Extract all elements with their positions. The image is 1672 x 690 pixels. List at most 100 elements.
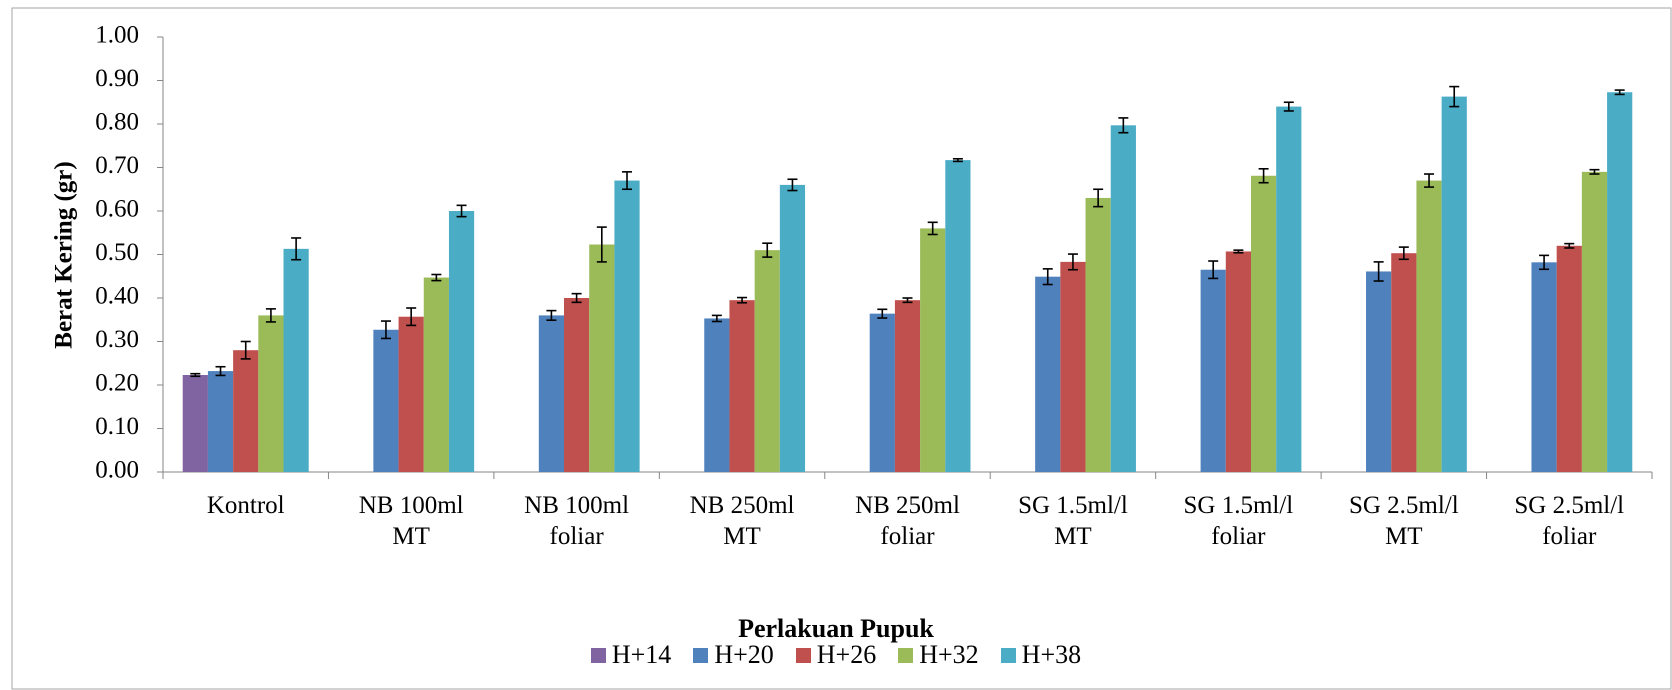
error-bar	[902, 297, 913, 304]
error-bar	[265, 308, 276, 323]
legend-item: H+14	[590, 640, 672, 670]
bar	[182, 374, 208, 472]
error-bar	[952, 158, 963, 163]
y-tick-label: 0.60	[95, 196, 139, 223]
error-bar	[1614, 89, 1625, 96]
legend-swatch	[693, 647, 709, 663]
legend-swatch	[898, 647, 914, 663]
error-bar	[737, 296, 748, 304]
bar	[448, 211, 475, 472]
error-bar	[406, 307, 417, 327]
y-tick-label: 0.80	[95, 109, 139, 136]
error-bar	[1539, 254, 1550, 271]
bar	[1416, 180, 1442, 473]
error-bar	[787, 178, 798, 192]
bar	[1531, 262, 1557, 472]
error-bar	[215, 365, 226, 377]
x-tick-label: SG 2.5ml/l MT	[1348, 492, 1459, 550]
error-bar	[1208, 260, 1219, 280]
error-bar	[877, 308, 888, 319]
error-bar	[1564, 242, 1575, 249]
bar	[398, 316, 424, 472]
y-tick-label: 0.20	[95, 370, 139, 397]
chart-border	[11, 7, 1672, 690]
error-bar	[1424, 173, 1435, 188]
error-bar	[1589, 168, 1600, 175]
bar	[729, 300, 755, 472]
bar	[1441, 96, 1467, 472]
bar	[373, 329, 399, 472]
bar	[1250, 175, 1277, 472]
error-bar	[762, 242, 773, 258]
error-bar	[1398, 246, 1409, 261]
legend-label: H+26	[816, 640, 877, 669]
error-bar	[1042, 268, 1053, 286]
bar	[1366, 271, 1392, 472]
bar	[1085, 197, 1111, 472]
bar	[233, 350, 259, 472]
x-tick-label: Kontrol	[206, 492, 285, 519]
y-tick-label: 1.00	[95, 22, 139, 49]
error-bar	[380, 320, 391, 340]
error-bar	[1283, 101, 1294, 112]
bar	[704, 318, 730, 472]
y-tick-label: 0.40	[95, 283, 139, 310]
legend-swatch	[1000, 647, 1016, 663]
bar	[869, 313, 895, 472]
y-tick-label: 0.10	[95, 413, 139, 440]
error-bar	[571, 292, 582, 304]
bar	[283, 248, 309, 472]
bar	[423, 277, 449, 472]
y-tick-label: 0.90	[95, 65, 139, 92]
x-axis-title: Perlakuan Pupuk	[738, 614, 934, 643]
bar	[1581, 171, 1608, 472]
bar	[1276, 106, 1302, 472]
legend-label: H+14	[611, 640, 672, 669]
error-bar	[622, 171, 633, 191]
bar	[920, 228, 946, 472]
legend-item: H+32	[898, 640, 979, 670]
bar	[1035, 276, 1061, 472]
error-bar	[1449, 85, 1460, 108]
bar	[589, 244, 615, 472]
bar	[1200, 269, 1226, 472]
error-bar	[190, 372, 201, 378]
y-tick-label: 0.50	[95, 239, 139, 266]
legend-label: H+32	[919, 640, 979, 669]
bar	[1391, 253, 1417, 472]
bar	[1110, 125, 1136, 473]
y-tick-label: 0.30	[95, 326, 139, 353]
error-bar	[1233, 249, 1244, 254]
error-bar	[711, 314, 722, 323]
bar	[564, 298, 590, 472]
legend-swatch	[590, 647, 606, 663]
error-bar	[240, 340, 251, 360]
legend-label: H+38	[1021, 640, 1082, 669]
y-tick-label: 0.70	[95, 152, 139, 179]
bar	[1607, 92, 1633, 473]
x-tick-label: NB 100ml foliar	[524, 492, 630, 550]
error-bar	[431, 273, 442, 282]
bar	[538, 315, 565, 472]
legend-item: H+38	[1000, 640, 1082, 670]
error-bar	[291, 237, 302, 261]
bar	[1225, 251, 1251, 472]
x-tick-label: NB 250ml foliar	[855, 492, 960, 550]
x-tick-label: NB 250ml MT	[689, 492, 795, 550]
legend-item: H+20	[693, 640, 774, 670]
y-axis-title: Berat Kering (gr)	[51, 161, 78, 348]
error-bar	[1067, 253, 1078, 271]
legend-label: H+20	[714, 640, 774, 669]
bar	[779, 184, 806, 472]
bar	[614, 180, 640, 473]
legend-item: H+26	[795, 640, 877, 670]
x-tick-label: SG 1.5ml/l MT	[1018, 492, 1128, 550]
error-bar	[456, 204, 467, 218]
error-bar	[596, 226, 607, 263]
x-tick-label: NB 100ml MT	[358, 492, 464, 550]
y-tick-label: 0.00	[95, 457, 139, 484]
bar	[258, 315, 284, 472]
error-bar	[1373, 261, 1384, 282]
error-bar	[546, 309, 557, 321]
